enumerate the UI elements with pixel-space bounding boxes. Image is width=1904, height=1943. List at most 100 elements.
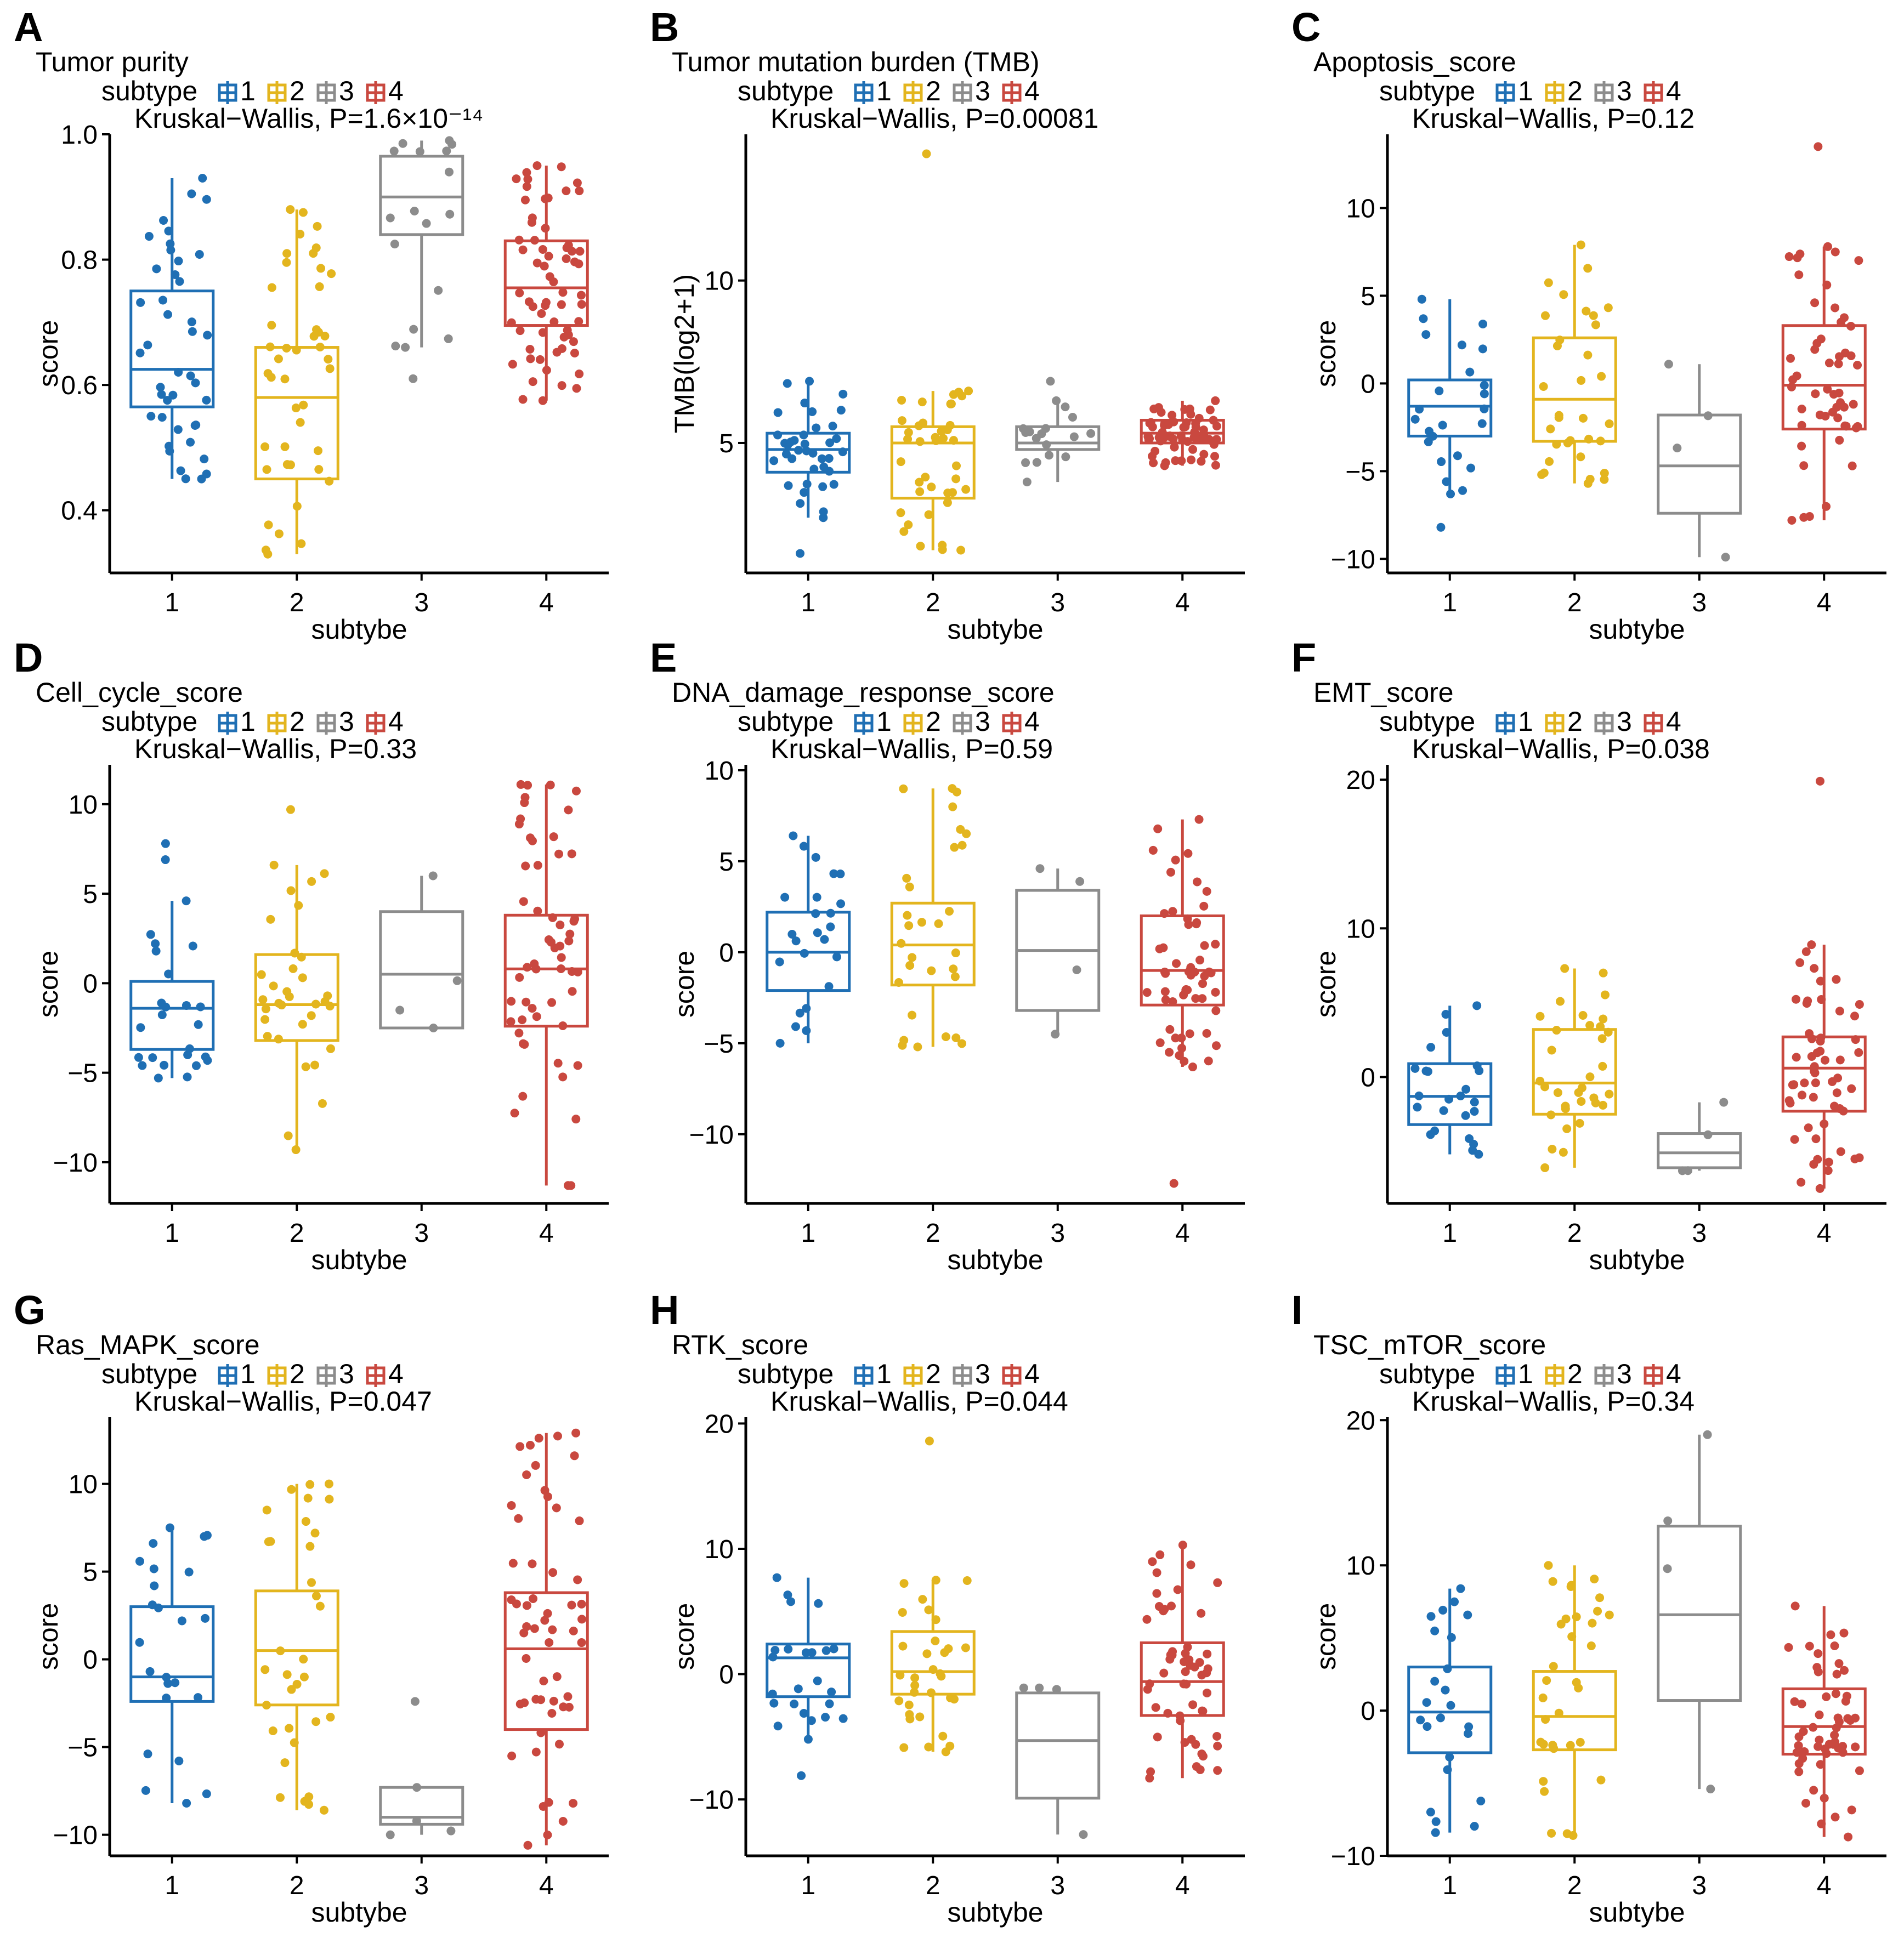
data-point xyxy=(1149,404,1159,413)
data-point xyxy=(557,300,566,309)
data-point xyxy=(1157,408,1166,417)
x-axis-label: subtybe xyxy=(947,1245,1043,1275)
y-tick-label: −10 xyxy=(1331,545,1375,574)
x-tick-label: 1 xyxy=(1442,1219,1457,1248)
y-tick-label: 5 xyxy=(719,848,734,877)
data-point xyxy=(1470,1822,1479,1831)
data-point xyxy=(570,914,580,924)
data-point xyxy=(1148,452,1157,461)
data-point xyxy=(537,309,546,318)
box-group-subtype-1 xyxy=(129,1523,215,1808)
data-point xyxy=(1410,1064,1420,1073)
outlier-point xyxy=(1815,776,1824,786)
data-point xyxy=(1032,458,1041,467)
data-point xyxy=(1839,402,1849,412)
data-point xyxy=(1797,421,1806,430)
data-point xyxy=(1161,995,1170,1004)
y-tick-label: 5 xyxy=(83,1558,98,1587)
legend-label: 4 xyxy=(1666,706,1681,737)
data-point xyxy=(552,1672,562,1681)
data-point xyxy=(769,1698,779,1708)
data-point xyxy=(1663,1564,1672,1573)
data-point xyxy=(531,1747,541,1757)
data-point xyxy=(772,1573,781,1582)
data-point xyxy=(1181,985,1191,995)
data-point xyxy=(267,283,276,292)
data-point xyxy=(553,1431,562,1441)
data-point xyxy=(299,1655,308,1664)
data-point xyxy=(543,1609,552,1618)
data-point xyxy=(1182,418,1191,427)
data-point xyxy=(1199,901,1209,911)
data-point xyxy=(507,1595,516,1605)
data-point xyxy=(575,186,584,196)
data-point xyxy=(288,964,298,973)
data-point xyxy=(956,825,965,834)
box-group-subtype-4 xyxy=(1781,242,1867,525)
data-point xyxy=(786,438,795,447)
data-point xyxy=(163,396,172,405)
data-point xyxy=(1178,1541,1187,1550)
data-point xyxy=(1169,417,1178,427)
data-point xyxy=(1790,1697,1799,1706)
data-point xyxy=(937,1672,946,1681)
data-point xyxy=(182,896,191,906)
data-point xyxy=(1815,1710,1824,1719)
data-point xyxy=(922,1649,932,1658)
data-point xyxy=(1480,380,1489,390)
data-point xyxy=(570,1451,579,1461)
data-point xyxy=(1797,1700,1806,1709)
box-group-subtype-3 xyxy=(379,136,464,352)
data-point xyxy=(1061,402,1070,412)
data-point xyxy=(203,331,212,340)
outlier-point xyxy=(286,805,295,814)
data-point xyxy=(194,1020,203,1029)
data-point xyxy=(1561,1104,1570,1113)
data-point xyxy=(292,345,301,355)
data-point xyxy=(548,1568,558,1577)
data-point xyxy=(275,1793,285,1802)
data-point xyxy=(514,1514,523,1523)
data-point xyxy=(1816,976,1825,986)
data-point xyxy=(1185,1029,1194,1038)
legend-key-4: 4 xyxy=(1644,706,1681,737)
y-tick-label: 10 xyxy=(69,1470,98,1499)
data-point xyxy=(838,389,848,399)
data-point xyxy=(1842,1691,1851,1701)
box-iqr xyxy=(890,425,976,500)
data-point xyxy=(296,230,305,239)
data-point xyxy=(151,939,160,948)
data-point xyxy=(320,869,329,878)
data-point xyxy=(905,882,914,891)
legend-key-3: 3 xyxy=(1594,1359,1632,1389)
data-point xyxy=(285,1724,294,1733)
data-point xyxy=(1835,435,1844,445)
data-point xyxy=(1800,1078,1809,1088)
data-point xyxy=(274,354,283,363)
data-point xyxy=(1576,240,1585,249)
data-point xyxy=(1800,1747,1809,1756)
data-point xyxy=(558,1021,568,1030)
data-point xyxy=(1209,416,1218,425)
data-point xyxy=(532,161,542,171)
data-point xyxy=(297,539,306,548)
data-point xyxy=(1152,1568,1161,1577)
y-axis-label: TMB(log2+1) xyxy=(669,274,700,433)
data-point xyxy=(799,430,808,440)
box-iqr xyxy=(503,239,589,327)
data-point xyxy=(1197,1671,1206,1680)
data-point xyxy=(157,998,166,1008)
data-point xyxy=(938,1731,948,1741)
data-point xyxy=(166,246,175,255)
data-point xyxy=(307,1011,316,1020)
data-point xyxy=(1854,1048,1863,1057)
box-iqr xyxy=(1532,1028,1617,1116)
data-point xyxy=(1143,432,1153,441)
x-tick-label: 4 xyxy=(1817,1219,1832,1248)
data-point xyxy=(1197,457,1206,466)
data-point xyxy=(896,1671,905,1680)
legend-key-1: 1 xyxy=(854,1359,892,1389)
data-point xyxy=(1052,396,1061,405)
legend-key-2: 2 xyxy=(1545,1359,1583,1389)
data-point xyxy=(1184,920,1193,929)
